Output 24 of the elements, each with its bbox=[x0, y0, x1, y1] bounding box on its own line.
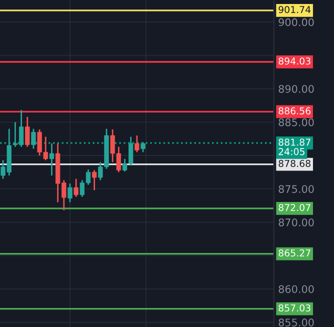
text: 24:05 bbox=[278, 148, 304, 156]
ref-line-label: 886.56 bbox=[278, 107, 310, 114]
ref-line-label: 872.07 bbox=[278, 204, 310, 212]
y-tick-label: 900.00 bbox=[278, 18, 314, 26]
candlestick bbox=[92, 169, 97, 191]
candlestick bbox=[134, 134, 140, 153]
ref-line-label: 865.27 bbox=[278, 249, 310, 257]
ref-line-label: 881.87 bbox=[278, 138, 310, 146]
ref-line-label: 857.03 bbox=[278, 304, 310, 312]
ref-line-label: 894.03 bbox=[278, 57, 310, 65]
candlestick bbox=[68, 182, 72, 203]
y-tick-label: 875.00 bbox=[278, 185, 314, 193]
candlestick bbox=[31, 128, 36, 150]
y-tick-label: 890.00 bbox=[278, 84, 314, 93]
ref-line-label: 901.74 bbox=[278, 6, 311, 14]
y-tick-label: 855.00 bbox=[278, 318, 314, 326]
y-tick-label: 885.00 bbox=[278, 118, 314, 126]
ref-line-label: 878.68 bbox=[278, 160, 310, 168]
candlestick bbox=[25, 116, 30, 148]
y-tick-label: 860.00 bbox=[278, 285, 314, 294]
candlestick bbox=[140, 141, 146, 153]
y-tick-label: 870.00 bbox=[278, 218, 314, 226]
candlestick bbox=[49, 142, 54, 176]
candlestick bbox=[74, 178, 78, 198]
